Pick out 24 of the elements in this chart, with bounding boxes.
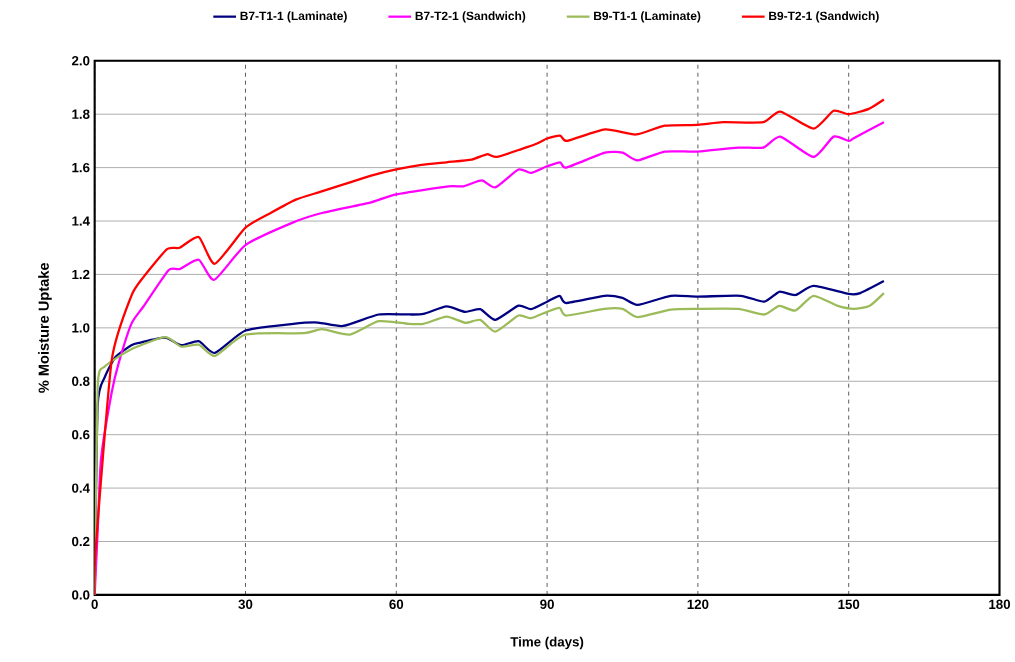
y-tick-label: 0.4	[72, 483, 90, 493]
y-tick-label: 0.8	[72, 376, 90, 387]
x-tick-label: 150	[838, 599, 860, 610]
y-tick-label: 1.4	[72, 216, 90, 226]
y-tick-label: 1.2	[72, 269, 90, 280]
y-axis-title: % Moisture Uptake	[38, 263, 52, 394]
y-tick-label: 0.0	[72, 590, 90, 600]
legend-label: B9-T1-1 (Laminate)	[594, 11, 701, 23]
legend-label: B9-T2-1 (Sandwich)	[769, 11, 879, 23]
legend-label: B7-T2-1 (Sandwich)	[415, 11, 526, 23]
y-tick-label: 0.6	[72, 430, 90, 440]
y-tick-label: 1.6	[72, 163, 90, 173]
y-tick-label: 0.2	[72, 536, 90, 547]
x-axis-title: Time (days)	[510, 636, 584, 650]
x-tick-label: 60	[389, 599, 404, 610]
x-tick-label: 180	[989, 599, 1011, 610]
x-tick-label: 90	[540, 599, 554, 610]
legend-label: B7-T1-1 (Laminate)	[240, 11, 347, 23]
x-tick-label: 120	[687, 599, 709, 610]
y-tick-label: 1.8	[72, 109, 90, 120]
y-tick-label: 1.0	[72, 323, 90, 333]
x-tick-label: 30	[238, 599, 253, 610]
x-tick-label: 0	[91, 599, 98, 610]
y-tick-label: 2.0	[71, 56, 90, 66]
